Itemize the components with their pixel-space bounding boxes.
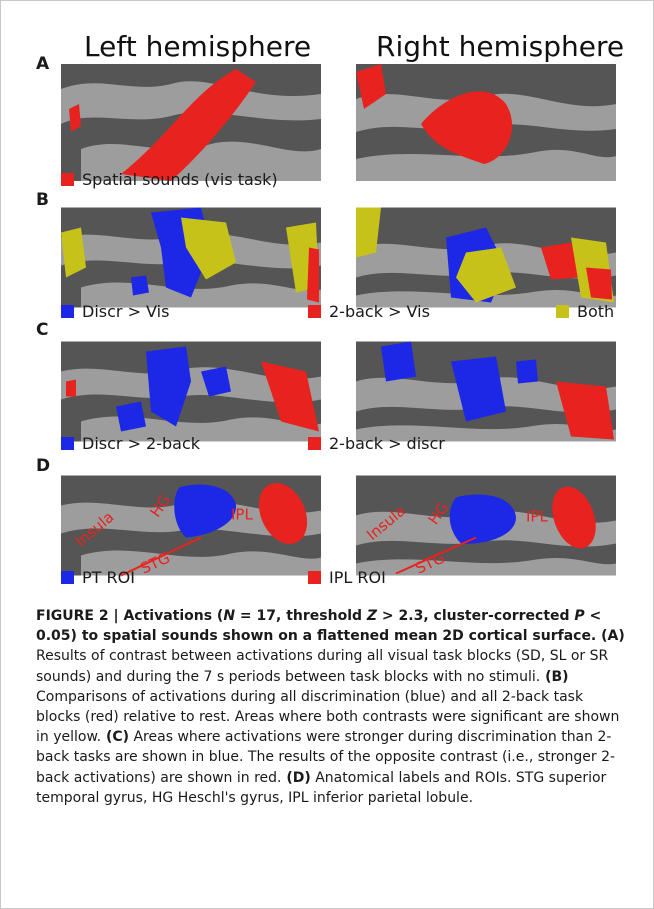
caption-title-a: Activations ( xyxy=(123,608,224,624)
brain-map-d-left: Insula HG STG IPL xyxy=(61,475,321,578)
caption-p-symbol: P xyxy=(574,608,585,624)
panel-letter-a: A xyxy=(36,54,50,74)
legend-label: Discr > Vis xyxy=(82,302,170,321)
legend-b-2back-vis: 2-back > Vis xyxy=(308,302,430,321)
brain-map-d-right: Insula HG STG IPL xyxy=(356,475,616,578)
legend-label: PT ROI xyxy=(82,568,135,587)
caption-title-d: < 0.05) to spatial sounds shown on a fla… xyxy=(36,608,602,645)
caption-tag-a: (A) xyxy=(596,628,625,645)
legend-d-ipl-roi: IPL ROI xyxy=(308,568,386,587)
brain-map-c-right xyxy=(356,341,616,442)
caption-text-d: Anatomical labels and ROIs. STG superior… xyxy=(36,769,607,806)
caption-text-c: Areas where activations were stronger du… xyxy=(36,729,616,786)
figure-caption: FIGURE 2 | Activations (N = 17, threshol… xyxy=(36,606,626,808)
caption-n-symbol: N xyxy=(223,608,236,624)
caption-text-a: Results of contrast between activations … xyxy=(36,648,609,685)
caption-tag-d: (D) xyxy=(281,769,311,786)
legend-label: IPL ROI xyxy=(329,568,386,587)
legend-swatch xyxy=(61,305,74,318)
caption-title-c: > 2.3, cluster-corrected xyxy=(377,608,575,624)
legend-a-spatial-sounds: Spatial sounds (vis task) xyxy=(61,170,278,189)
caption-tag-b: (B) xyxy=(540,668,569,685)
legend-swatch xyxy=(556,305,569,318)
legend-label: 2-back > Vis xyxy=(329,302,430,321)
legend-c-discr-2back: Discr > 2-back xyxy=(61,434,200,453)
right-hemisphere-title: Right hemisphere xyxy=(376,30,625,63)
caption-title-b: = 17, threshold xyxy=(235,608,367,624)
brain-map-c-left xyxy=(61,341,321,442)
brain-map-b-right xyxy=(356,207,616,308)
legend-swatch xyxy=(308,437,321,450)
caption-text-b: Comparisons of activations during all di… xyxy=(36,688,620,746)
brain-map-b-left xyxy=(61,207,321,308)
panel-letter-d: D xyxy=(36,456,51,476)
ipl-label: IPL xyxy=(231,506,253,524)
brain-map-a-left xyxy=(61,64,321,181)
caption-label: FIGURE 2 | xyxy=(36,608,124,624)
legend-swatch xyxy=(308,305,321,318)
legend-label: Spatial sounds (vis task) xyxy=(82,170,278,189)
legend-swatch xyxy=(61,173,74,186)
brain-map-a-right xyxy=(356,64,616,181)
legend-swatch xyxy=(61,571,74,584)
legend-swatch xyxy=(61,437,74,450)
caption-tag-c: (C) xyxy=(101,729,130,746)
ipl-label: IPL xyxy=(526,508,548,526)
panel-letter-c: C xyxy=(36,320,49,340)
legend-swatch xyxy=(308,571,321,584)
caption-z-symbol: Z xyxy=(366,608,378,624)
panel-letter-b: B xyxy=(36,190,49,210)
legend-d-pt-roi: PT ROI xyxy=(61,568,135,587)
legend-label: 2-back > discr xyxy=(329,434,445,453)
legend-label: Discr > 2-back xyxy=(82,434,201,453)
legend-b-discr-vis: Discr > Vis xyxy=(61,302,169,321)
legend-b-both: Both xyxy=(556,302,614,321)
legend-label: Both xyxy=(577,302,615,321)
left-hemisphere-title: Left hemisphere xyxy=(84,30,312,63)
legend-c-2back-discr: 2-back > discr xyxy=(308,434,445,453)
